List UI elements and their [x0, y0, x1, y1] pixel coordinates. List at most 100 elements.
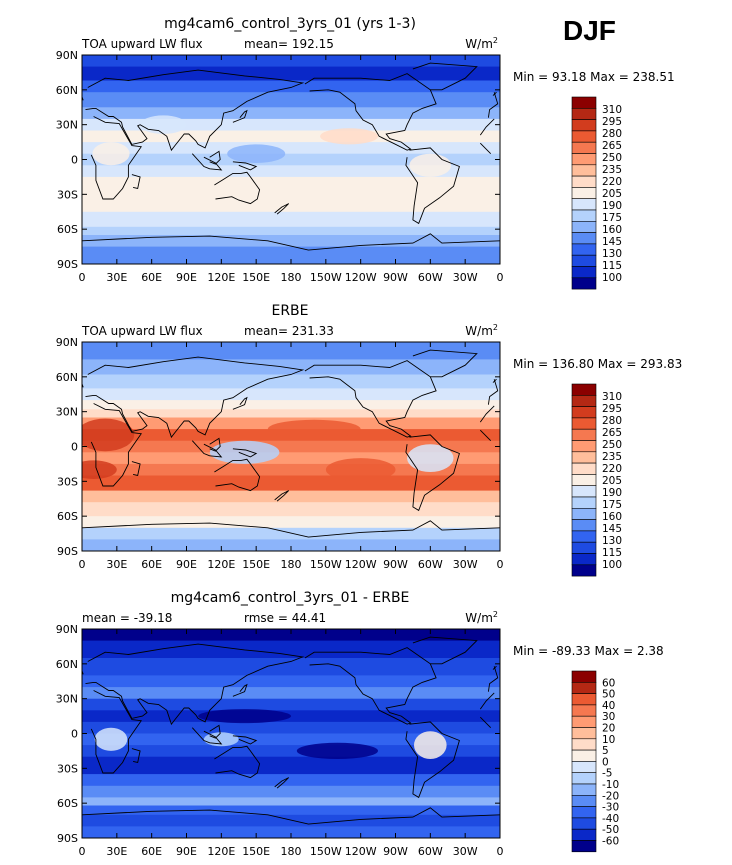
coastline	[232, 161, 258, 171]
colorbar-label: 145	[602, 523, 622, 535]
contour-band	[82, 756, 500, 775]
coastline	[232, 396, 248, 410]
lon-tick-label: 0	[79, 845, 86, 858]
colorbar-segment	[571, 783, 597, 796]
contour-band	[82, 211, 500, 228]
contour-band	[82, 733, 500, 746]
coastline	[214, 458, 261, 492]
contour-band	[82, 463, 500, 477]
contour-region	[92, 142, 130, 166]
lat-tick-label: 90N	[56, 49, 78, 62]
lat-tick-label: 30N	[56, 693, 78, 706]
colorbar-segment	[571, 96, 597, 109]
colorbar-label: 100	[602, 559, 622, 571]
lat-tick-label: 90S	[57, 258, 78, 271]
lon-tick-label: 0	[79, 558, 86, 571]
lon-tick-label: 30E	[106, 271, 127, 284]
rmse-label: rmse = 44.41	[244, 611, 326, 625]
colorbar-segment	[571, 794, 597, 807]
lat-tick-label: 30S	[57, 762, 78, 775]
coastline	[232, 448, 258, 458]
contour-band	[82, 176, 500, 195]
colorbar-segment	[571, 440, 597, 453]
coastline	[232, 735, 258, 745]
lon-tick-label: 150E	[242, 845, 270, 858]
colorbar-segment	[571, 670, 597, 683]
contour-band	[82, 226, 500, 236]
colorbar-label: -10	[602, 779, 619, 791]
colorbar-segment	[571, 232, 597, 245]
colorbar-label: 235	[602, 451, 622, 463]
colorbar-segment	[571, 693, 597, 706]
lat-tick-label: 30N	[56, 119, 78, 132]
colorbar-segment	[571, 428, 597, 441]
field	[82, 342, 500, 551]
contour-band	[82, 374, 500, 389]
contour-band	[82, 826, 500, 838]
coastline	[85, 356, 499, 439]
colorbar-segment	[571, 519, 597, 532]
colorbar-label: 190	[602, 200, 622, 212]
lat-tick-label: 60S	[57, 797, 78, 810]
colorbar-label: 100	[602, 272, 622, 284]
units-exponent: 2	[493, 323, 498, 332]
coastline	[82, 520, 500, 538]
lon-tick-label: 120W	[345, 271, 377, 284]
colorbar-segment	[571, 817, 597, 830]
lat-tick-label: 30S	[57, 475, 78, 488]
colorbar-label: 220	[602, 463, 622, 475]
mean-label: mean = -39.18	[82, 611, 172, 625]
contour-band	[82, 774, 500, 787]
contour-region	[296, 742, 378, 760]
lon-tick-label: 0	[497, 845, 504, 858]
colorbar-label: 175	[602, 212, 622, 224]
lat-tick-label: 90N	[56, 623, 78, 636]
units-exponent: 2	[493, 36, 498, 45]
lon-tick-label: 30W	[453, 271, 478, 284]
colorbar-label: 60	[602, 677, 615, 689]
contour-band	[82, 687, 500, 700]
contour-band	[82, 475, 500, 492]
coastline	[274, 490, 290, 502]
lon-tick-label: 0	[497, 558, 504, 571]
lon-tick-label: 150W	[310, 845, 342, 858]
coastline	[191, 440, 223, 458]
contour-region	[82, 460, 117, 479]
colorbar-label: 265	[602, 140, 622, 152]
colorbar-label: 295	[602, 116, 622, 128]
lon-tick-label: 120E	[207, 845, 235, 858]
lon-tick-label: 0	[497, 271, 504, 284]
colorbar-segment	[571, 198, 597, 211]
lat-tick-label: 90N	[56, 336, 78, 349]
colorbar-label: 130	[602, 248, 622, 260]
colorbar-label: -40	[602, 813, 619, 825]
contour-region	[209, 440, 280, 464]
panels: mg4cam6_control_3yrs_01 (yrs 1-3) TOA upw…	[56, 16, 683, 858]
coastline	[191, 727, 223, 745]
colorbar-segment	[571, 485, 597, 498]
lon-tick-label: 60E	[141, 558, 162, 571]
coastline	[412, 636, 478, 665]
contour-band	[82, 80, 500, 93]
contour-band	[82, 107, 500, 120]
panel-1: mg4cam6_control_3yrs_01 (yrs 1-3) TOA upw…	[56, 16, 675, 290]
lon-tick-label: 180	[281, 558, 302, 571]
lat-tick-label: 60S	[57, 510, 78, 523]
colorbar-segment	[571, 704, 597, 717]
coastline	[82, 233, 500, 251]
lon-tick-label: 120W	[345, 845, 377, 858]
colorbar-label: 265	[602, 427, 622, 439]
colorbar-label: 250	[602, 439, 622, 451]
lat-tick-label: 0	[71, 728, 78, 741]
contour-region	[409, 153, 452, 177]
contour-band	[82, 516, 500, 529]
colorbar-segment	[571, 406, 597, 419]
coastline	[90, 116, 495, 200]
lat-tick-label: 60S	[57, 223, 78, 236]
colorbar-label: -60	[602, 836, 619, 848]
contour-region	[82, 418, 135, 452]
lon-tick-label: 30W	[453, 845, 478, 858]
colorbar-segment	[571, 715, 597, 728]
colorbar-segment	[571, 761, 597, 774]
lon-tick-label: 90E	[176, 558, 197, 571]
